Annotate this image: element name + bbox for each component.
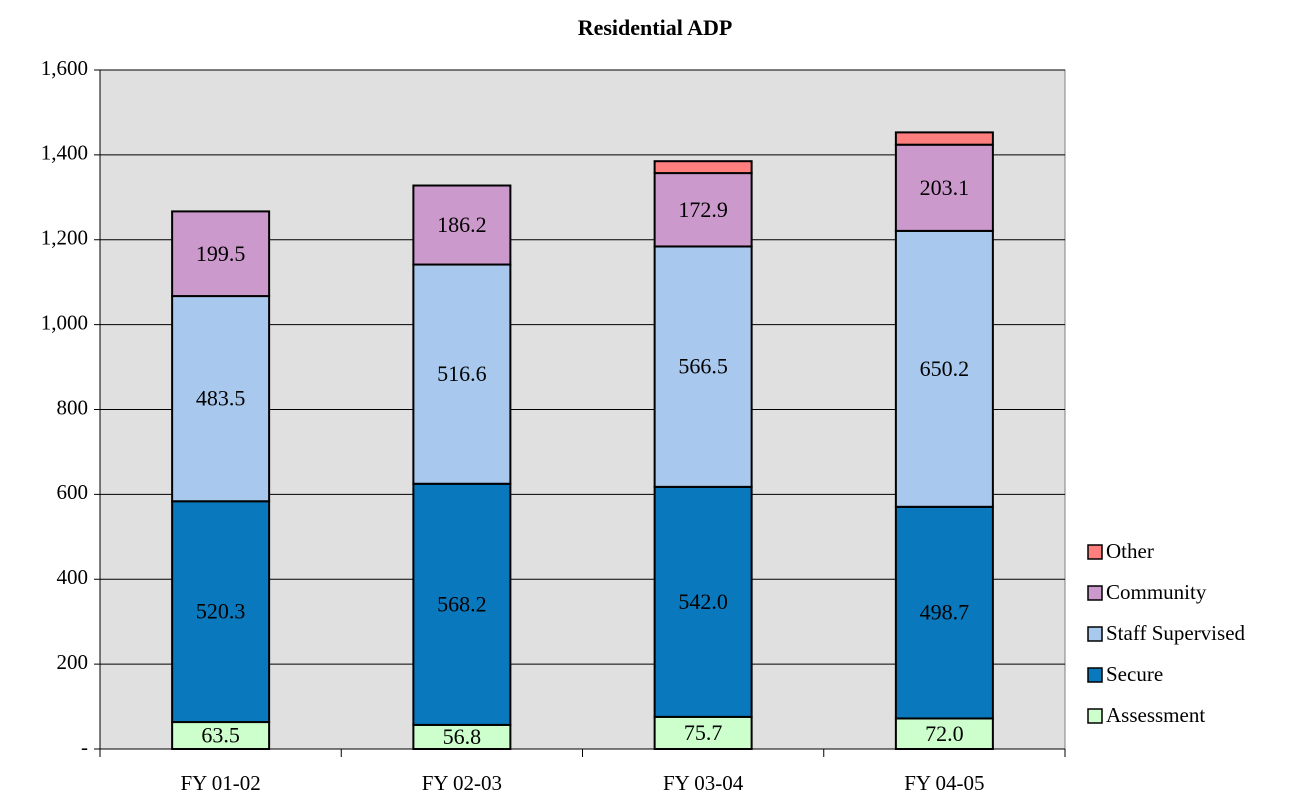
y-tick-label: 200 — [57, 650, 89, 674]
legend-label: Staff Supervised — [1106, 621, 1246, 645]
bar-segment — [653, 172, 753, 248]
bar-segment — [171, 210, 271, 298]
legend-swatch — [1087, 626, 1103, 642]
y-tick-label: 1,400 — [41, 141, 88, 165]
data-label: 172.9 — [678, 197, 728, 222]
bar-segment — [653, 160, 753, 175]
bar-segment — [653, 245, 753, 488]
y-tick-label: 1,200 — [41, 226, 88, 250]
x-tick-label: FY 04-05 — [904, 771, 984, 795]
y-tick-label: 1,600 — [41, 56, 88, 80]
data-label: 203.1 — [920, 175, 970, 200]
legend-label: Secure — [1106, 662, 1163, 686]
bar-segment — [171, 721, 271, 750]
chart-title: Residential ADP — [578, 15, 733, 40]
legend-swatch — [1087, 667, 1103, 683]
bar-segment — [653, 715, 753, 751]
legend-label: Assessment — [1106, 703, 1205, 727]
x-tick-label: FY 01-02 — [180, 771, 260, 795]
data-label: 72.0 — [925, 721, 964, 746]
legend-label: Community — [1106, 580, 1207, 604]
data-label: 566.5 — [678, 354, 728, 379]
data-label: 199.5 — [196, 241, 246, 266]
y-tick-label: - — [81, 735, 88, 759]
legend-swatch — [1087, 708, 1103, 724]
data-label: 520.3 — [196, 599, 246, 624]
y-tick-label: 800 — [57, 395, 89, 419]
bar-segment — [894, 505, 994, 720]
y-tick-label: 1,000 — [41, 310, 88, 334]
data-label: 542.0 — [678, 589, 728, 614]
bar-segment — [412, 184, 512, 266]
legend-swatch — [1087, 544, 1103, 560]
y-tick-label: 400 — [57, 565, 89, 589]
y-tick-label: 600 — [57, 480, 89, 504]
data-label: 498.7 — [920, 600, 970, 625]
data-label: 63.5 — [201, 723, 240, 748]
bar-segment — [171, 295, 271, 503]
bar-segment — [171, 500, 271, 724]
data-label: 483.5 — [196, 386, 246, 411]
data-label: 186.2 — [437, 212, 487, 237]
data-label: 75.7 — [684, 720, 723, 745]
bar-segment — [412, 263, 512, 485]
bar-segment — [894, 717, 994, 751]
x-tick-label: FY 03-04 — [663, 771, 744, 795]
bar-segment — [412, 482, 512, 726]
legend-label: Other — [1106, 539, 1154, 563]
bar-segment — [894, 229, 994, 508]
data-label: 516.6 — [437, 361, 487, 386]
data-label: 568.2 — [437, 591, 487, 616]
data-label: 56.8 — [443, 724, 482, 749]
legend-swatch — [1087, 585, 1103, 601]
x-tick-label: FY 02-03 — [422, 771, 502, 795]
bar-segment — [894, 131, 994, 146]
data-label: 650.2 — [920, 356, 970, 381]
bar-segment — [653, 485, 753, 718]
